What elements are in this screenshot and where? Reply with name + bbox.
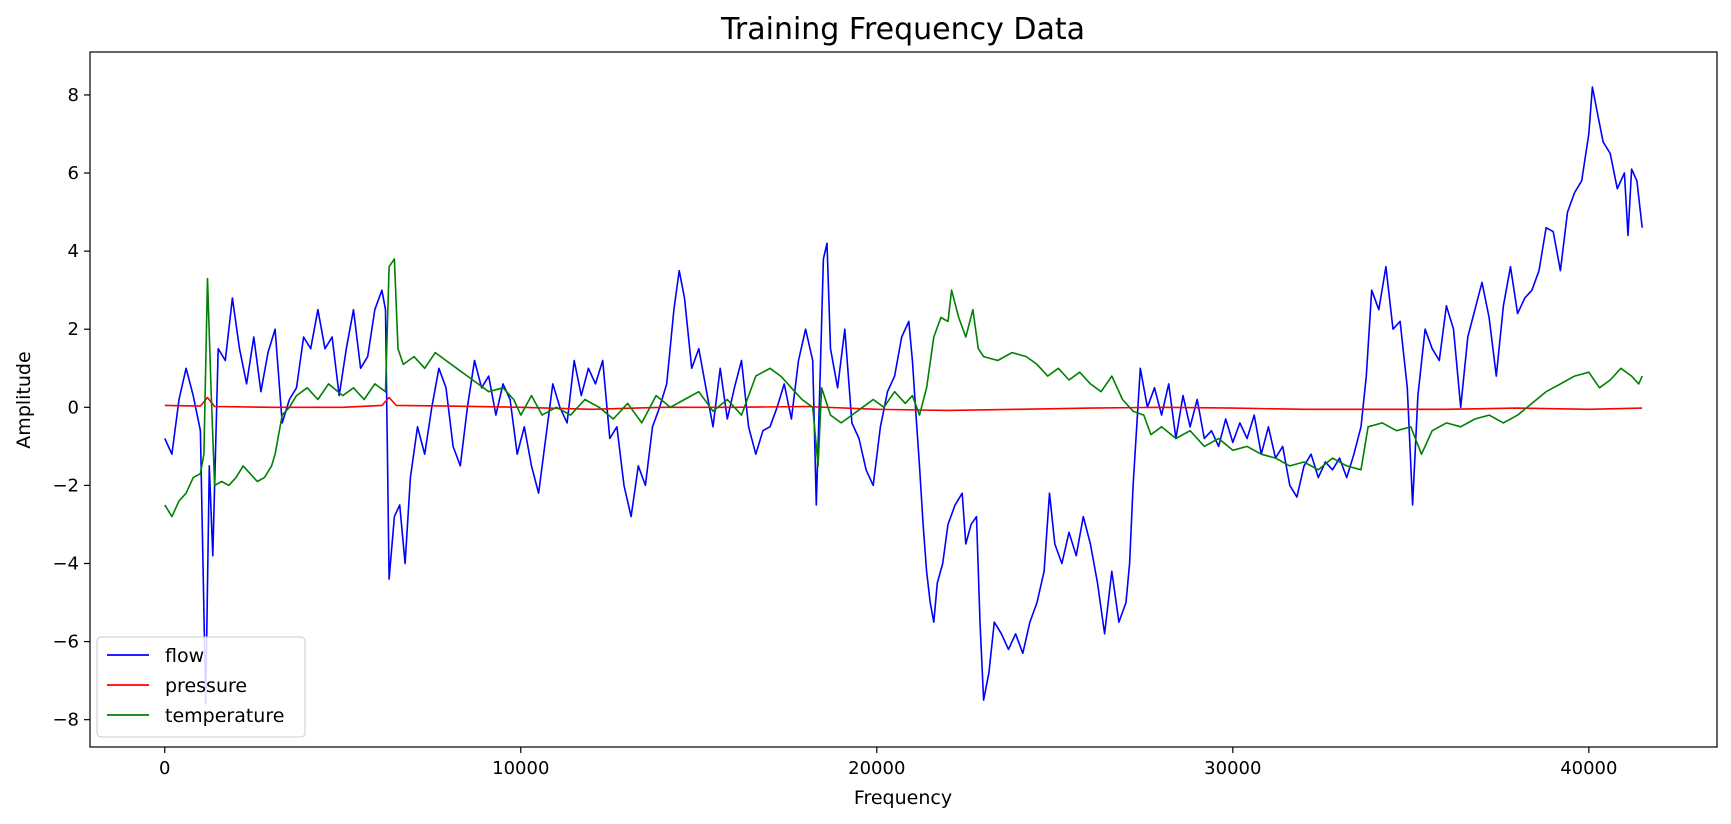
x-tick-label: 30000 [1204,758,1261,779]
plot-frame [89,51,1718,748]
y-tick-label: 4 [68,241,79,262]
ticks-layer: 0 10000 20000 30000 40000 −8 −6 −4 −2 0 2 4 6 8 [52,85,1617,779]
x-tick-label: 0 [159,758,170,779]
legend-label-flow: flow [165,645,204,667]
y-axis-label: Amplitude [13,351,35,448]
legend-box [96,636,306,738]
legend-label-temperature: temperature [165,705,284,727]
y-tick-label: 6 [68,163,79,184]
y-tick-label: −2 [52,475,79,496]
plot-area [89,51,1718,748]
x-tick-label: 40000 [1560,758,1617,779]
series-line-temperature [164,258,1643,518]
chart-title: Training Frequency Data [720,12,1085,47]
x-axis-label: Frequency [854,787,952,809]
y-tick-label: 0 [68,397,79,418]
x-tick-label: 10000 [492,758,549,779]
legend-label-pressure: pressure [165,675,247,697]
series-layer [164,86,1643,705]
y-tick-label: −6 [52,632,79,653]
y-tick-label: −4 [52,553,79,574]
y-tick-label: −8 [52,710,79,731]
y-tick-label: 2 [68,319,79,340]
series-line-flow [164,86,1643,705]
legend: flow pressure temperature [96,636,306,738]
x-tick-label: 20000 [848,758,905,779]
y-tick-label: 8 [68,85,79,106]
